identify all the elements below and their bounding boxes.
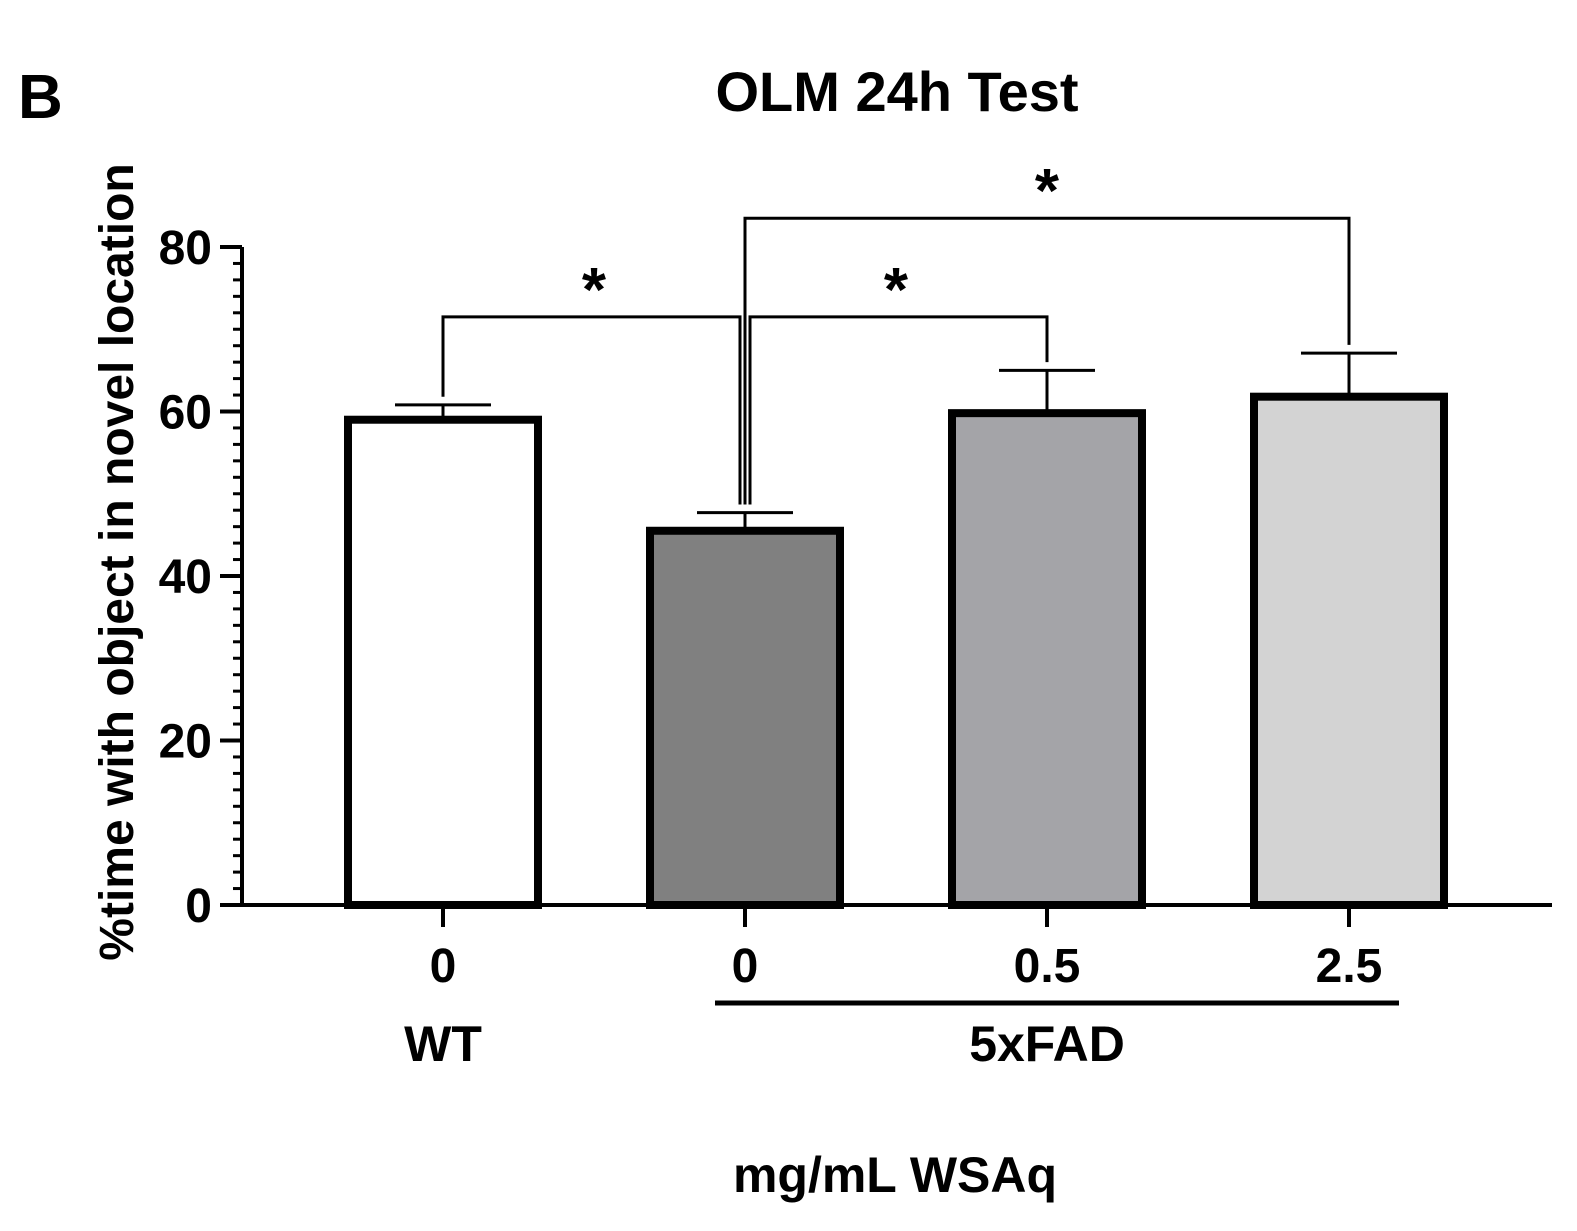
significance-star-0: * bbox=[582, 256, 607, 325]
significance-bracket-2 bbox=[743, 216, 1351, 505]
error-bars bbox=[395, 351, 1397, 531]
significance-bracket-0 bbox=[441, 315, 742, 505]
panel-label: B bbox=[18, 63, 63, 132]
x-tick-label: 0.5 bbox=[1014, 940, 1081, 993]
significance-star-1: * bbox=[884, 256, 909, 325]
group-label-0: WT bbox=[404, 1016, 482, 1072]
y-tick-label: 0 bbox=[185, 880, 212, 933]
y-tick-label: 60 bbox=[159, 387, 212, 440]
y-tick-label: 20 bbox=[159, 716, 212, 769]
chart-title: OLM 24h Test bbox=[715, 60, 1078, 123]
x-axis-ticks: 0 0 0.5 2.5 bbox=[430, 905, 1383, 993]
x-axis-label: mg/mL WSAq bbox=[733, 1147, 1057, 1203]
significance-brackets: * * * bbox=[441, 157, 1351, 505]
bar-3 bbox=[1250, 392, 1448, 909]
x-tick-label: 0 bbox=[732, 940, 759, 993]
bar-2 bbox=[948, 409, 1146, 909]
bars bbox=[344, 392, 1448, 909]
y-tick-label: 80 bbox=[159, 222, 212, 275]
x-tick-label: 0 bbox=[430, 940, 457, 993]
significance-bracket-1 bbox=[748, 315, 1049, 505]
group-labels: WT 5xFAD bbox=[404, 1000, 1399, 1072]
significance-star-2: * bbox=[1035, 157, 1060, 226]
group-label-1: 5xFAD bbox=[969, 1016, 1125, 1072]
bar-0 bbox=[344, 415, 542, 909]
y-axis-label: %time with object in novel location bbox=[91, 163, 144, 960]
y-tick-label: 40 bbox=[159, 551, 212, 604]
x-tick-label: 2.5 bbox=[1316, 940, 1383, 993]
y-axis-ticks: 0 20 40 60 80 bbox=[159, 222, 242, 933]
bar-1 bbox=[646, 526, 844, 909]
